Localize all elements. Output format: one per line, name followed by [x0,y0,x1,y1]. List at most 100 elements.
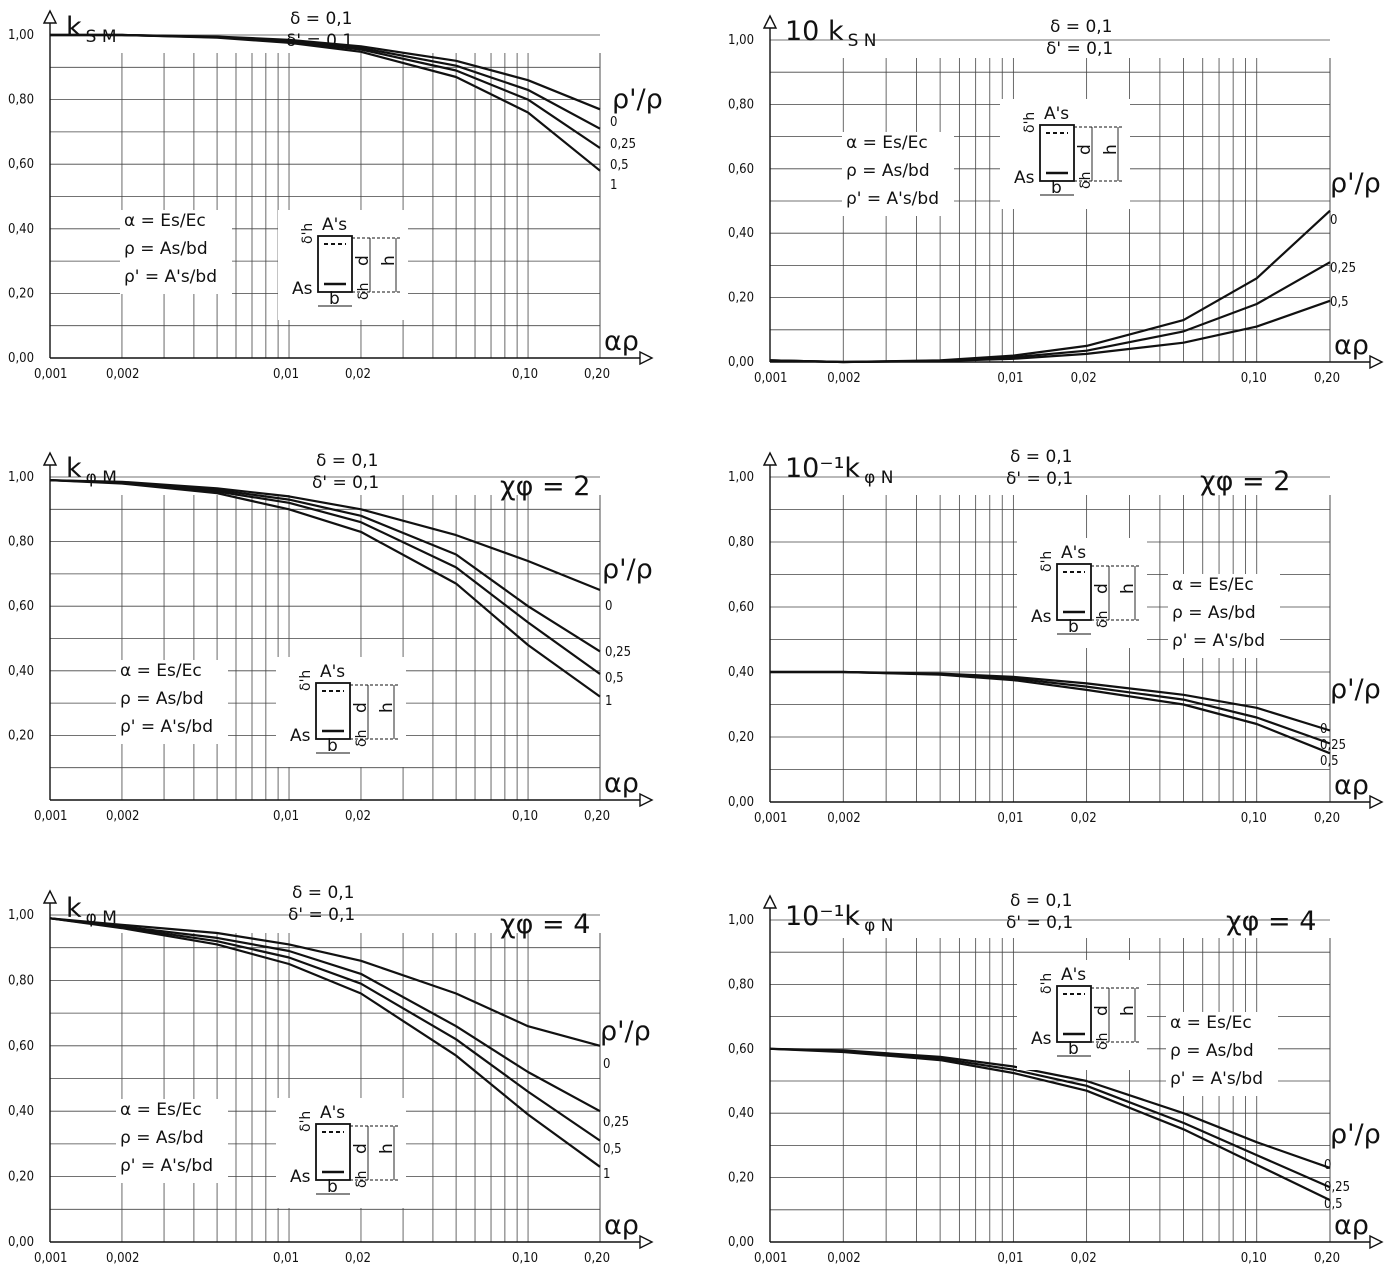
definition-rho: ρ = As/bd [120,1128,204,1148]
definition-rho: ρ = As/bd [120,689,204,709]
y-tick-label: 0,20 [8,286,34,301]
y-tick-label: 0,40 [8,1104,34,1119]
section-rect [315,682,351,740]
series-label: 0,25 [1320,738,1346,753]
series-label: 0 [605,599,612,614]
x-tick-label: 0,20 [584,1251,610,1266]
y-tick-label: 1,00 [728,913,754,928]
delta-note: δ = 0,1 [292,883,355,903]
section-label-h: h [1101,144,1121,155]
section-label-d: d [1092,583,1112,594]
section-label-h: h [377,702,397,713]
x-tick-label: 0,20 [1314,371,1340,386]
y-axis-arrow [42,889,58,904]
definitions-background [116,1099,228,1183]
definition-rho-prime: ρ' = A's/bd [124,267,217,287]
legend-title: ρ'/ρ [1330,168,1381,199]
legend-title: ρ'/ρ [1330,1119,1381,1150]
x-axis-arrow [639,350,654,366]
section-label-d: d [1075,144,1095,155]
section-label-cover-bottom: δh [354,730,370,747]
x-axis-label: αρ [1334,330,1369,361]
series-line [49,917,601,1113]
section-label-cover-top: δ'h [1039,973,1055,994]
series-label: 0,25 [605,645,631,660]
chart-title-main: k [66,12,82,43]
x-tick-label: 0,02 [1071,811,1097,826]
y-tick-label: 0,20 [8,728,34,743]
chart-panel-3: 0,20 0,40 0,60 0,80 1,00 0,001 0,002 0,01 0,02 0,… [8,451,654,824]
x-tick-label: 0,10 [512,809,538,824]
section-label-cover-top: δ'h [298,670,314,691]
chart-title-subscript: S N [848,31,877,51]
section-label-cover-bottom: δh [1095,1033,1111,1050]
x-tick-label: 0,002 [106,1251,139,1266]
series-label: 1 [603,1167,610,1182]
section-label-top-steel: A's [320,662,345,682]
y-axis-arrow [42,9,58,24]
x-tick-label: 0,01 [997,1251,1023,1266]
x-tick-label: 0,01 [997,811,1023,826]
y-tick-label: 0,60 [728,600,754,615]
section-label-b: b [327,736,338,756]
x-tick-label: 0,10 [512,1251,538,1266]
delta-note: δ = 0,1 [316,451,379,471]
series-label: 0 [1330,213,1337,228]
series-line [49,917,601,1047]
x-tick-label: 0,002 [827,811,860,826]
section-label-cover-top: δ'h [1022,112,1038,133]
section-label-d: d [353,255,373,266]
section-label-bottom-steel: As [1014,168,1035,188]
x-axis-label: αρ [604,768,639,799]
section-label-d: d [351,702,371,713]
x-axis-label: αρ [1334,770,1369,801]
y-tick-label: 1,00 [8,908,34,923]
y-axis-arrow [762,894,778,909]
x-tick-label: 0,02 [1071,371,1097,386]
y-tick-label: 1,00 [8,470,34,485]
definition-alpha: α = Es/Ec [1172,575,1254,595]
y-tick-label: 1,00 [728,33,754,48]
definitions-background [120,210,232,294]
delta-note: δ = 0,1 [1050,17,1113,37]
x-tick-label: 0,20 [584,809,610,824]
delta-prime-note: δ' = 0,1 [286,31,353,51]
y-tick-label: 0,80 [8,973,34,988]
series-line [49,479,601,698]
definition-rho: ρ = As/bd [124,239,208,259]
y-axis-arrow [762,14,778,29]
x-tick-label: 0,01 [997,371,1023,386]
legend-title: ρ'/ρ [612,84,663,115]
series-label: 0 [1320,722,1327,737]
x-tick-label: 0,001 [34,1251,67,1266]
chart-title-main: k [66,453,82,484]
series-label: 0,25 [603,1115,629,1130]
x-axis-arrow [1369,354,1384,370]
chart-title-subscript: φ N [864,916,893,936]
series-line [770,670,1331,755]
series-label: 0,25 [1330,261,1356,276]
definition-rho-prime: ρ' = A's/bd [120,1156,213,1176]
series-label: 0,5 [1324,1197,1343,1212]
chi-phi-label: χφ = 2 [500,471,590,502]
chi-phi-label: χφ = 2 [1200,466,1290,497]
section-label-cover-bottom: δh [1078,172,1094,189]
y-tick-label: 1,00 [728,470,754,485]
section-label-bottom-steel: As [290,726,311,746]
x-tick-label: 0,002 [106,809,139,824]
section-label-b: b [329,289,340,309]
y-tick-label: 0,40 [728,665,754,680]
y-tick-label: 0,40 [728,226,754,241]
section-label-bottom-steel: As [292,279,313,299]
series-line [49,917,601,1142]
chi-phi-label: χφ = 4 [500,909,590,940]
section-label-h: h [379,255,399,266]
section-label-b: b [1051,178,1062,198]
chart-title: 10⁻¹k φ N [785,453,893,488]
definition-rho-prime: ρ' = A's/bd [1172,631,1265,651]
y-tick-label: 0,00 [8,1235,34,1250]
section-rect [1056,985,1092,1043]
